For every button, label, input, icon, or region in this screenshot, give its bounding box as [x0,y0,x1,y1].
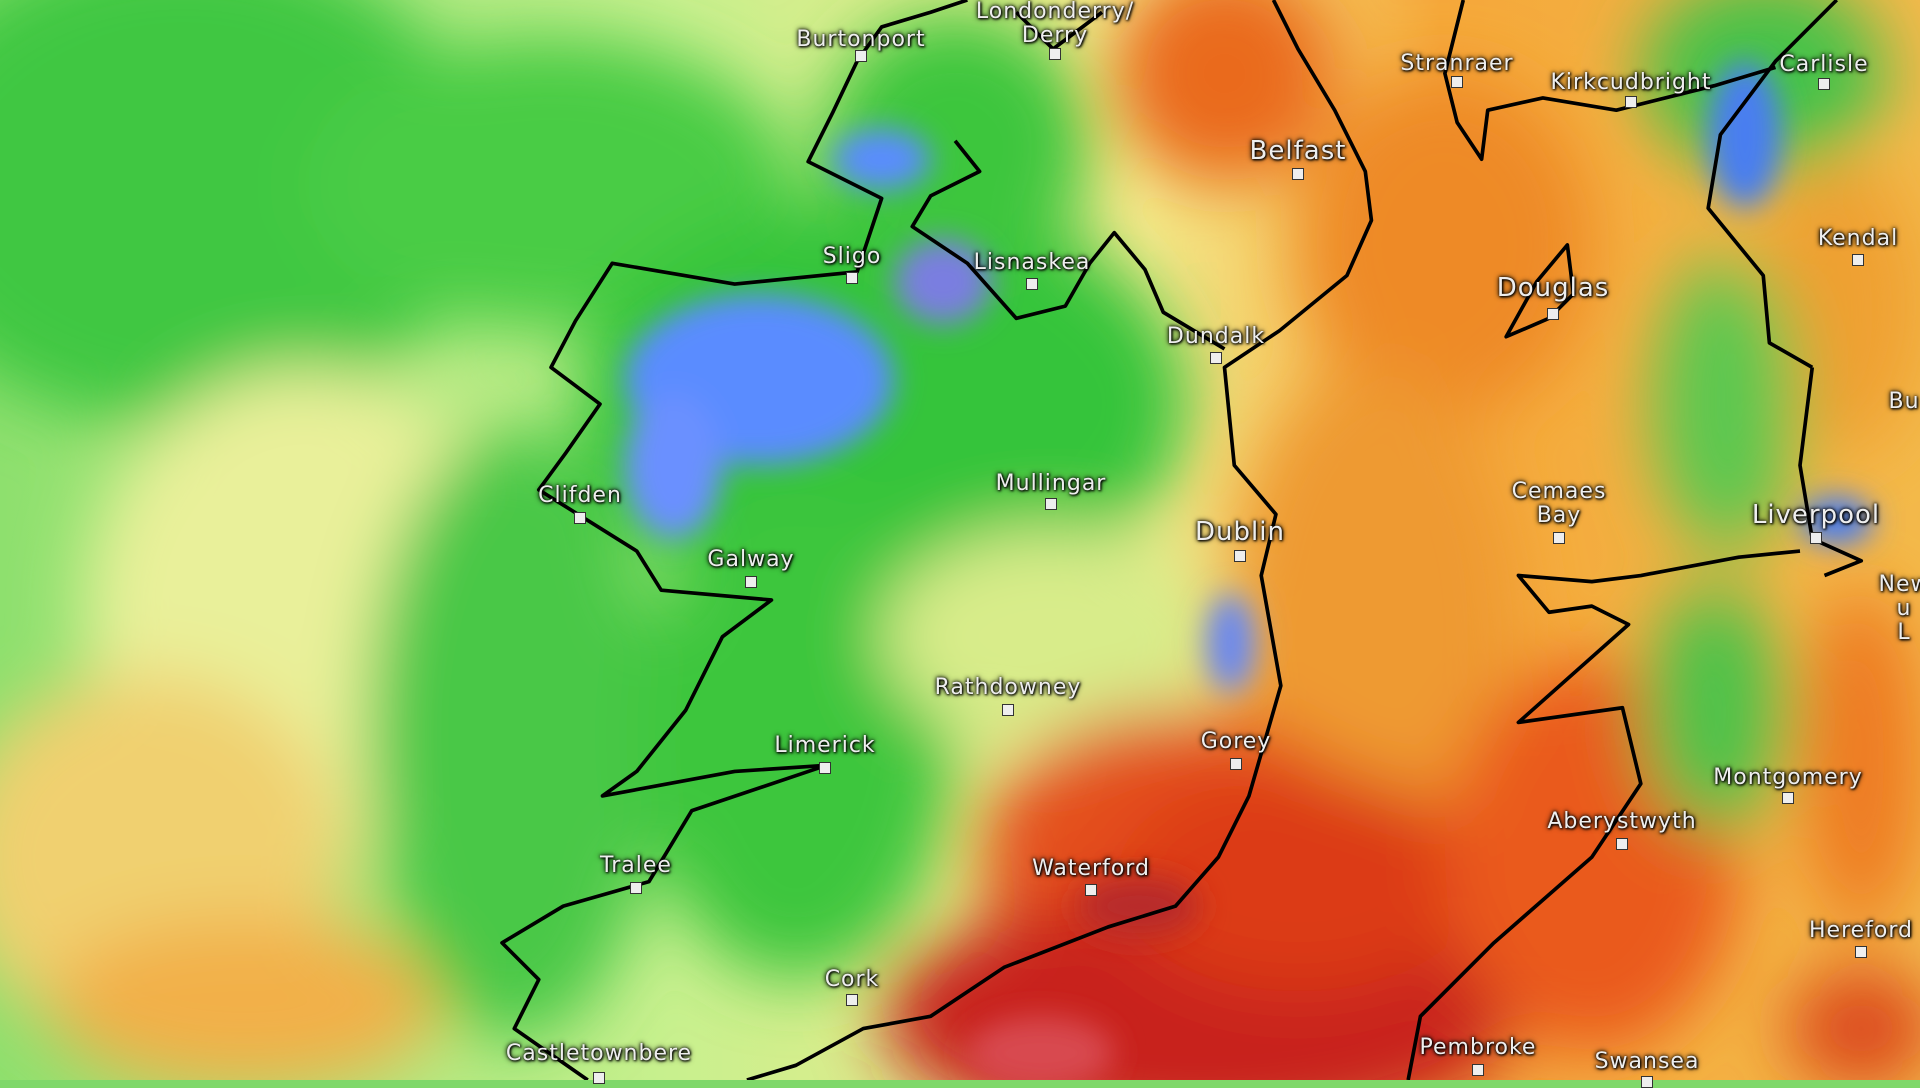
place-marker-icon[interactable] [1045,498,1057,510]
place-label-mullingar: Mullingar [996,472,1107,496]
place-marker-icon[interactable] [846,272,858,284]
place-marker-icon[interactable] [1547,308,1559,320]
place-label-liverpool: Liverpool [1752,503,1880,527]
place-name: Dundalk [1167,325,1265,349]
place-marker-icon[interactable] [745,576,757,588]
place-name: Swansea [1595,1050,1700,1074]
place-label-new: NewuL [1879,573,1920,645]
place-label-clifden: Clifden [538,484,622,508]
place-label-galway: Galway [707,548,794,572]
place-name: Waterford [1032,857,1150,881]
place-name: Kirkcudbright [1551,71,1712,95]
place-marker-icon[interactable] [1553,532,1565,544]
place-label-hereford: Hereford [1809,919,1913,943]
place-label-kirkcudbright: Kirkcudbright [1551,71,1712,95]
place-marker-icon[interactable] [1625,96,1637,108]
place-label-limerick: Limerick [774,734,875,758]
place-name: Montgomery [1713,766,1862,790]
place-name: Dublin [1195,520,1285,544]
place-label-dundalk: Dundalk [1167,325,1265,349]
place-name: Cemaes [1512,480,1607,504]
place-name: Carlisle [1779,53,1868,77]
place-name: Pembroke [1420,1036,1537,1060]
place-label-tralee: Tralee [600,854,672,878]
place-marker-icon[interactable] [630,882,642,894]
place-label-bu: Bu [1888,390,1919,414]
place-name: Limerick [774,734,875,758]
place-marker-icon[interactable] [574,512,586,524]
place-name: Derry [976,24,1134,48]
place-label-stranraer: Stranraer [1400,52,1513,76]
place-marker-icon[interactable] [1855,946,1867,958]
place-marker-icon[interactable] [846,994,858,1006]
place-marker-icon[interactable] [1641,1076,1653,1088]
place-marker-icon[interactable] [1616,838,1628,850]
place-name: Londonderry/ [976,0,1134,24]
place-name: Hereford [1809,919,1913,943]
place-marker-icon[interactable] [1210,352,1222,364]
place-name: Galway [707,548,794,572]
place-label-sligo: Sligo [823,245,882,269]
place-label-aberystwyth: Aberystwyth [1547,810,1696,834]
place-name: Bay [1512,504,1607,528]
place-name: Clifden [538,484,622,508]
place-marker-icon[interactable] [819,762,831,774]
place-label-gorey: Gorey [1201,730,1272,754]
place-name: Belfast [1250,139,1347,163]
place-marker-icon[interactable] [1810,532,1822,544]
place-name: Lisnaskea [974,251,1091,275]
place-label-douglas: Douglas [1497,276,1610,300]
place-marker-icon[interactable] [1292,168,1304,180]
place-name: Douglas [1497,276,1610,300]
place-name: Castletownbere [506,1042,692,1066]
place-marker-icon[interactable] [1782,792,1794,804]
place-marker-icon[interactable] [1234,550,1246,562]
place-name: Gorey [1201,730,1272,754]
place-name: Tralee [600,854,672,878]
place-label-belfast: Belfast [1250,139,1347,163]
place-label-lisnaskea: Lisnaskea [974,251,1091,275]
place-name: Stranraer [1400,52,1513,76]
place-label-dublin: Dublin [1195,520,1285,544]
place-marker-icon[interactable] [1472,1064,1484,1076]
place-name: Cork [825,968,880,992]
place-label-waterford: Waterford [1032,857,1150,881]
place-marker-icon[interactable] [1026,278,1038,290]
place-label-swansea: Swansea [1595,1050,1700,1074]
place-label-kendal: Kendal [1818,227,1898,251]
place-name: Mullingar [996,472,1107,496]
place-name: Liverpool [1752,503,1880,527]
place-label-castletownbere: Castletownbere [506,1042,692,1066]
place-name: New [1879,573,1920,597]
place-name: Bu [1888,390,1919,414]
place-name: Rathdowney [935,676,1082,700]
place-label-carlisle: Carlisle [1779,53,1868,77]
place-label-pembroke: Pembroke [1420,1036,1537,1060]
place-name: L [1879,621,1920,645]
place-marker-icon[interactable] [1085,884,1097,896]
place-marker-icon[interactable] [1852,254,1864,266]
place-label-londonderry: Londonderry/Derry [976,0,1134,48]
place-name: Aberystwyth [1547,810,1696,834]
place-label-cork: Cork [825,968,880,992]
place-marker-icon[interactable] [1049,48,1061,60]
place-name: Kendal [1818,227,1898,251]
place-label-burtonport: Burtonport [796,28,925,52]
place-marker-icon[interactable] [1451,76,1463,88]
place-name: Burtonport [796,28,925,52]
place-marker-icon[interactable] [1818,78,1830,90]
place-label-montgomery: Montgomery [1713,766,1862,790]
place-label-rathdowney: Rathdowney [935,676,1082,700]
place-name: Sligo [823,245,882,269]
place-marker-icon[interactable] [855,50,867,62]
place-name: u [1879,597,1920,621]
place-marker-icon[interactable] [1002,704,1014,716]
place-marker-icon[interactable] [1230,758,1242,770]
place-marker-icon[interactable] [593,1072,605,1084]
